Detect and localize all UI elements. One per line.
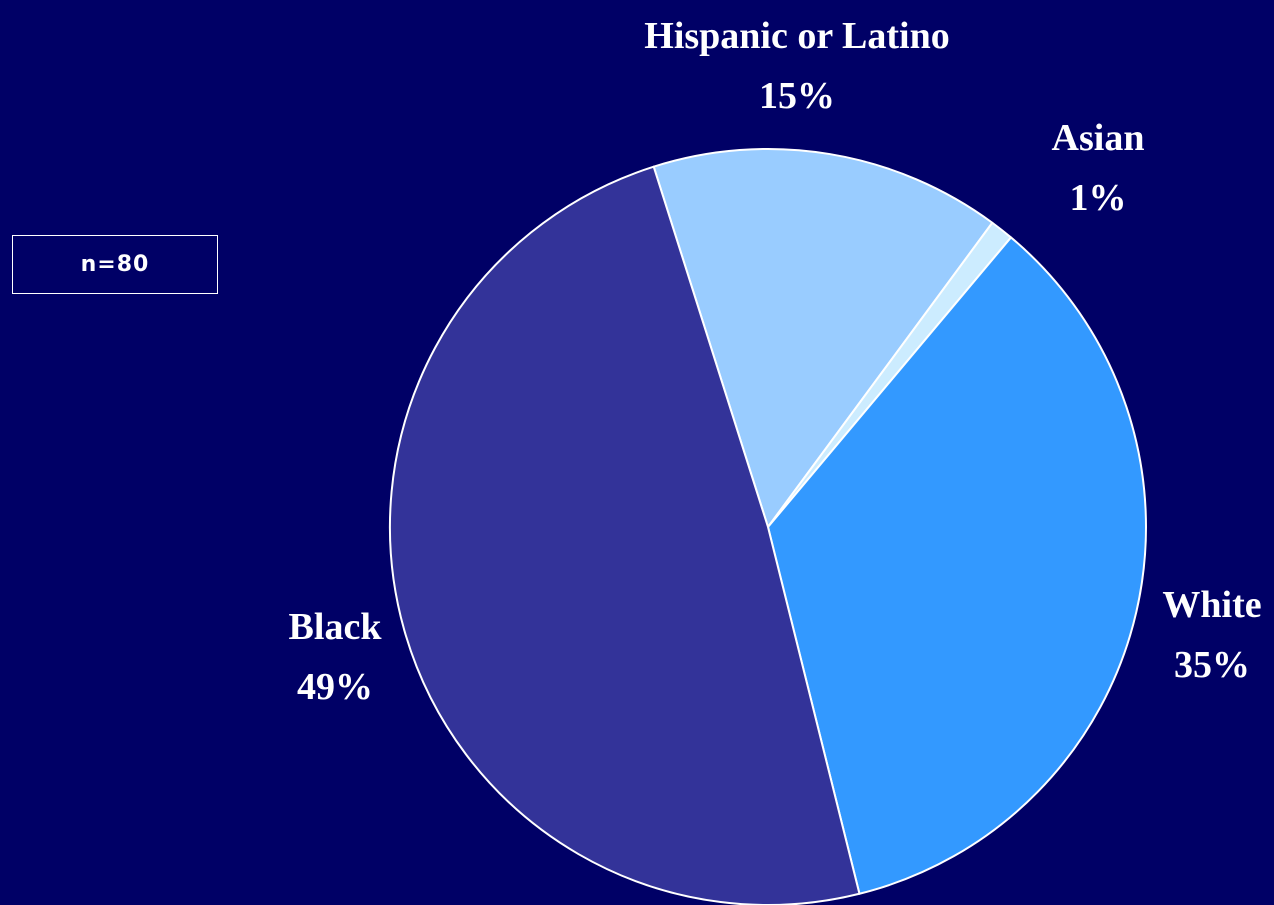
slice-value-label-white: 35% xyxy=(1174,644,1250,686)
slice-category-label-white: White xyxy=(1162,584,1261,626)
pie-labels: Hispanic or Latino 15% Asian 1% White 35% Blac… xyxy=(289,15,1262,708)
sample-size-box: n=80 xyxy=(12,235,218,294)
slice-value-label-asian: 1% xyxy=(1070,177,1127,219)
slice-category-label-asian: Asian xyxy=(1052,117,1145,159)
pie-slices xyxy=(389,148,1147,905)
slice-value-label-black: 49% xyxy=(297,666,373,708)
slice-value-label-hispanic-or-latino: 15% xyxy=(759,75,835,117)
slice-category-label-black: Black xyxy=(289,606,383,648)
pie-slice-white xyxy=(767,236,1147,895)
pie-slice-black xyxy=(389,165,861,905)
slice-category-label-hispanic-or-latino: Hispanic or Latino xyxy=(644,15,949,57)
sample-size-label: n=80 xyxy=(80,252,150,277)
